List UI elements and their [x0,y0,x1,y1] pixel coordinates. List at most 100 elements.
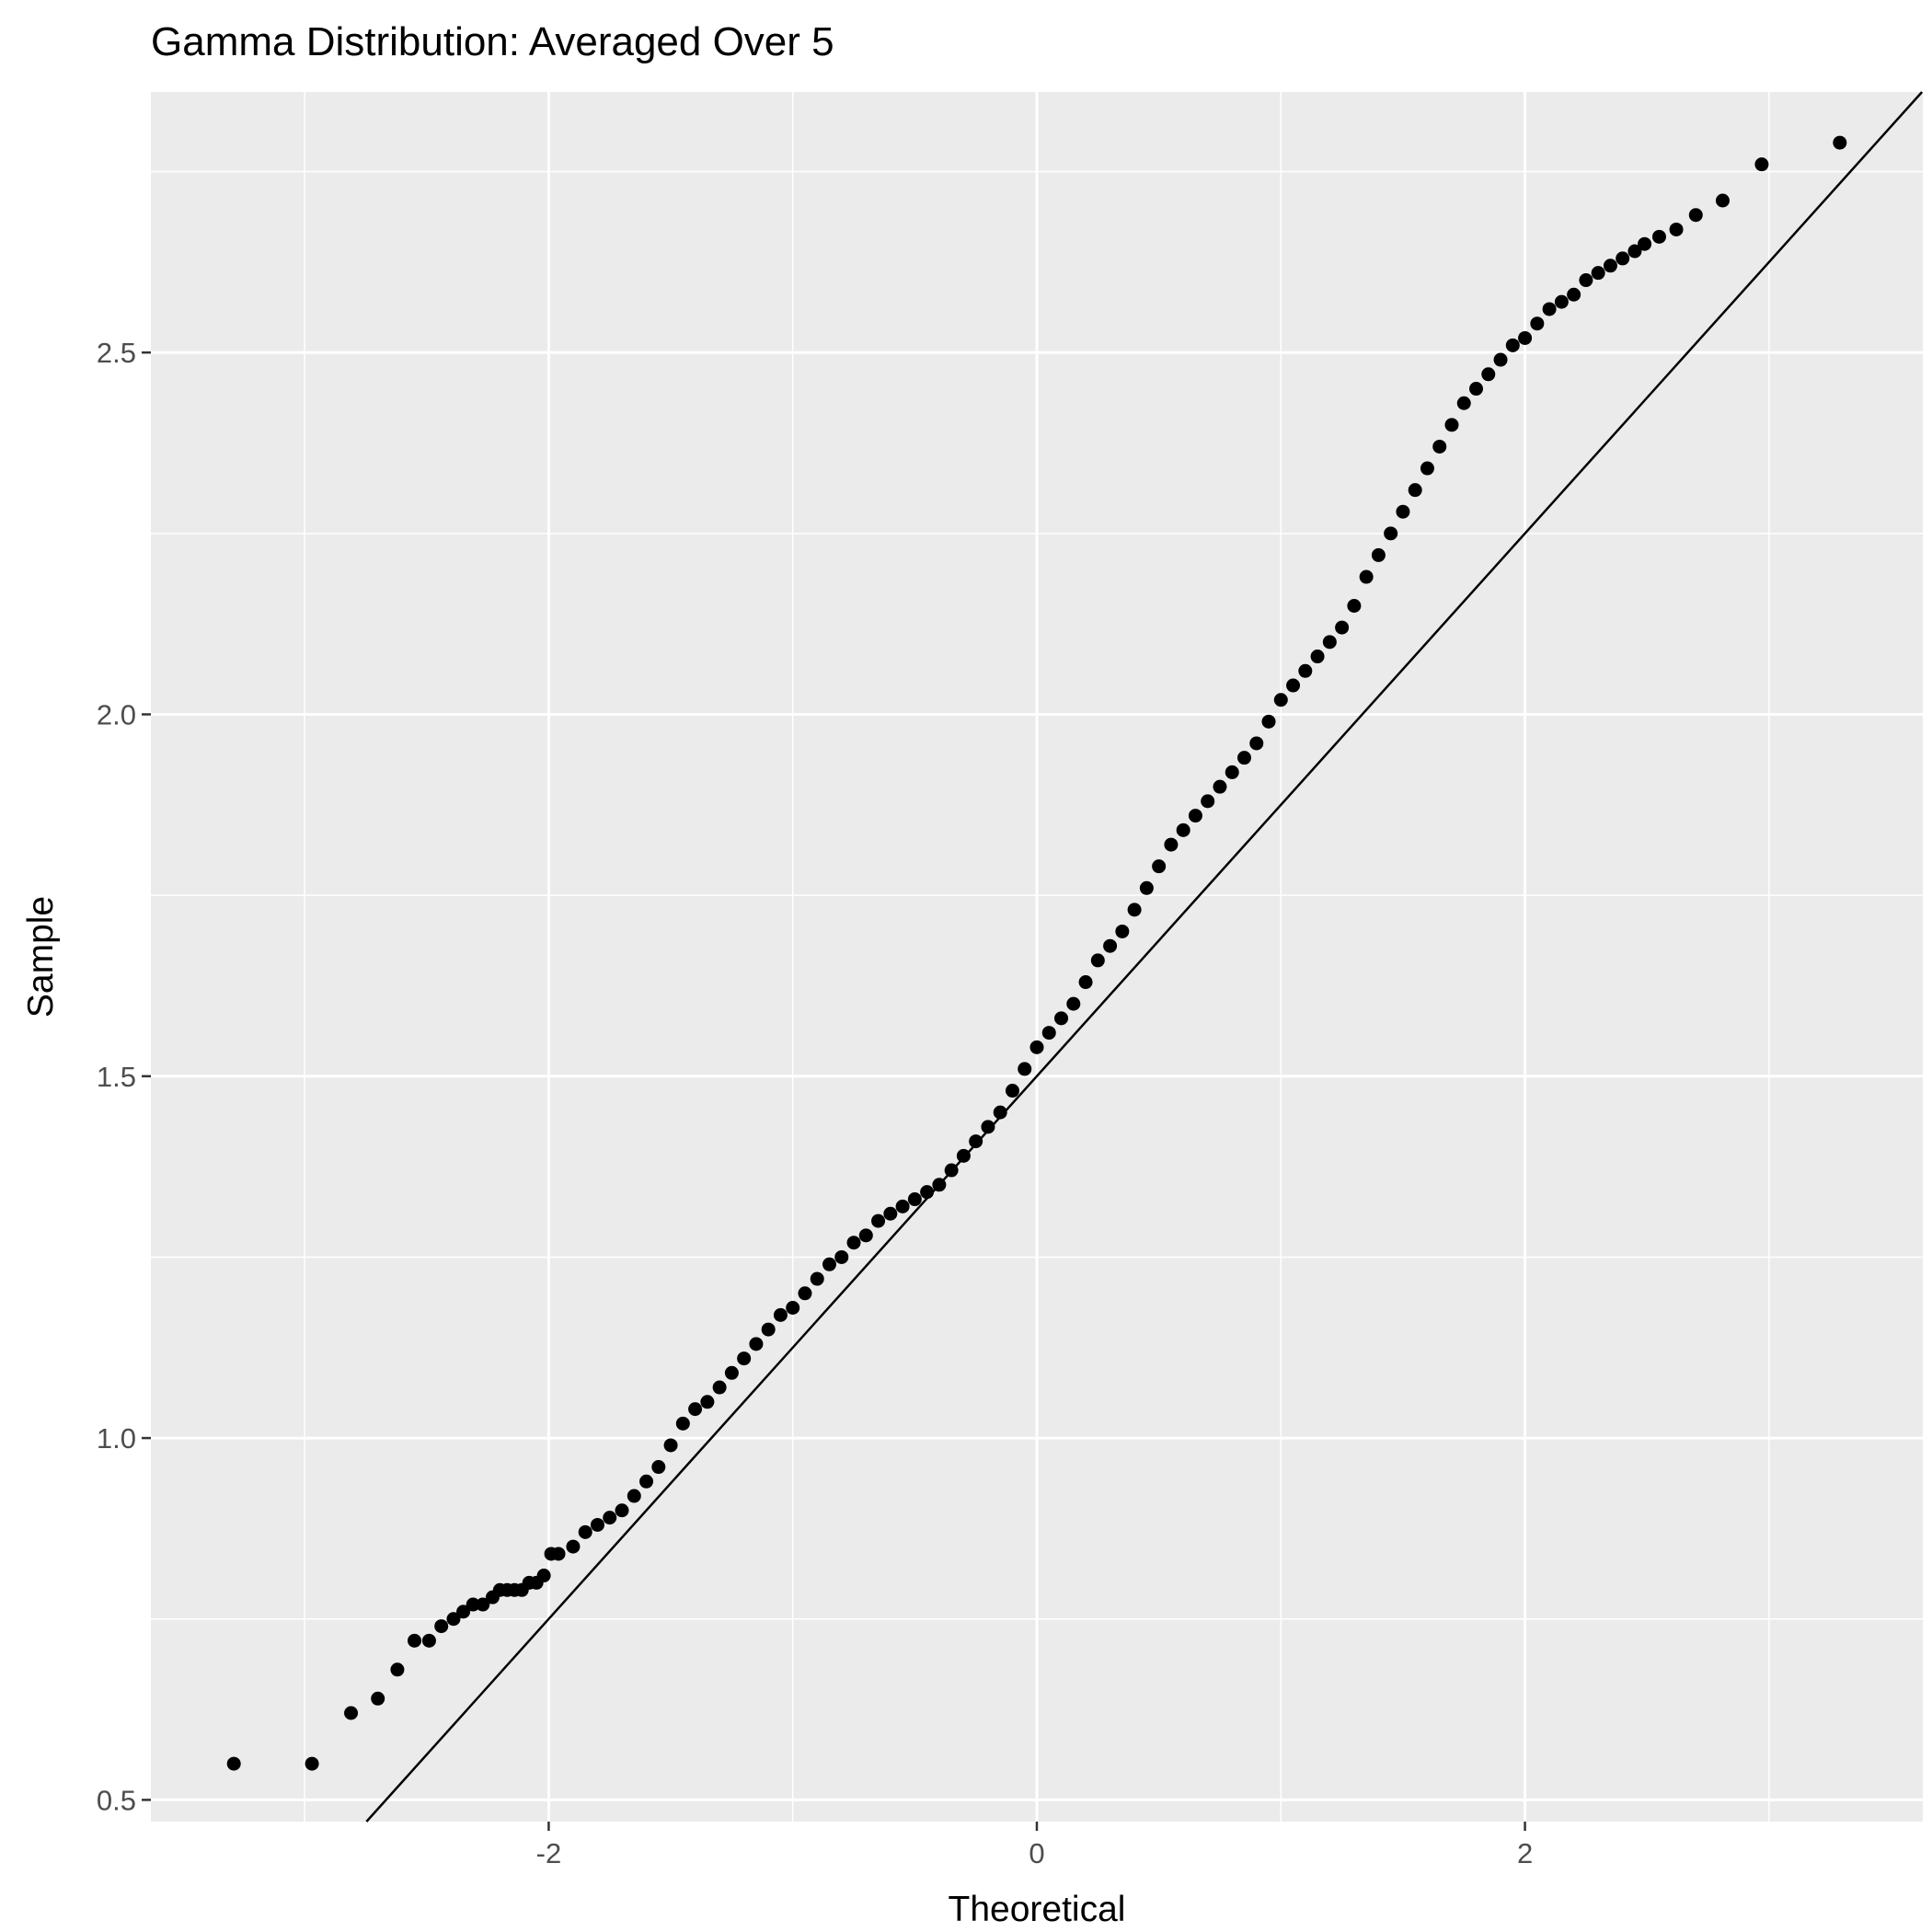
sample-point [1298,663,1313,678]
sample-point [1225,765,1239,779]
sample-point [822,1257,837,1271]
y-tick-label: 0.5 [97,1784,136,1816]
sample-point [1420,461,1434,476]
sample-point [226,1756,241,1771]
sample-point [1090,953,1105,968]
sample-point [1066,996,1081,1011]
x-axis-ticks: -2 0 2 [536,1822,1533,1869]
sample-point [1384,526,1398,541]
sample-point [712,1380,727,1395]
sample-point [371,1691,385,1706]
sample-point [675,1416,690,1431]
sample-point [773,1307,788,1322]
sample-point [590,1517,604,1532]
sample-point [603,1511,617,1525]
sample-point [749,1337,764,1351]
sample-point [761,1322,776,1337]
sample-point [1567,287,1581,302]
sample-point [466,1597,480,1612]
sample-point [390,1662,405,1677]
sample-point [907,1192,922,1207]
sample-point [566,1539,581,1554]
reference-line [365,91,1924,1823]
sample-point [1432,439,1447,454]
sample-point [1347,598,1362,613]
sample-point [1616,251,1630,266]
sample-point [1201,794,1215,809]
sample-point [1103,938,1118,953]
sample-point [895,1199,910,1213]
sample-point [1554,294,1569,309]
sample-point [1213,779,1227,794]
sample-point [615,1503,629,1518]
sample-point [1286,678,1301,693]
sample-point [1359,569,1374,584]
sample-point [434,1619,449,1634]
x-tick-label: 2 [1517,1837,1533,1869]
sample-point [700,1395,715,1409]
sample-point [651,1460,666,1475]
chart-title: Gamma Distribution: Averaged Over 5 [151,19,834,64]
y-tick-label: 2.5 [97,337,136,369]
x-tick-label: -2 [536,1837,562,1869]
y-tick-label: 1.0 [97,1422,136,1455]
sample-point [1669,222,1684,236]
sample-point [536,1569,551,1583]
sample-point [883,1206,898,1221]
sample-point [1469,382,1484,397]
sample-point [305,1756,319,1771]
y-axis-ticks: 0.5 1.0 1.5 2.0 2.5 [97,337,151,1816]
sample-point [1115,924,1130,938]
y-tick-label: 2.0 [97,698,136,730]
sample-point [1335,620,1350,635]
sample-point [408,1633,422,1648]
sample-point [1456,396,1471,410]
sample-point [1542,302,1557,316]
sample-point [688,1402,703,1417]
x-axis-title: Theoretical [949,1890,1126,1929]
sample-point [871,1213,886,1228]
sample-point [724,1365,739,1380]
sample-point [1127,903,1142,917]
sample-point [1505,338,1520,352]
reference-line-group [365,91,1924,1823]
y-tick-label: 1.5 [97,1061,136,1093]
sample-point [1310,650,1325,664]
sample-point [456,1604,471,1619]
sample-point [1493,352,1508,367]
x-tick-label: 0 [1029,1837,1044,1869]
sample-point [810,1271,824,1286]
sample-point [846,1236,861,1250]
sample-point [663,1438,678,1453]
sample-point [1638,236,1652,251]
sample-point [1518,330,1533,345]
sample-point [1396,504,1410,519]
sample-point [1188,809,1202,823]
sample-point [1579,273,1593,288]
y-axis-title: Sample [21,896,61,1018]
sample-point [1715,193,1730,208]
sample-point [1018,1062,1032,1076]
sample-point [1530,316,1545,331]
sample-point [421,1633,436,1648]
sample-point [1236,751,1251,765]
sample-point [1041,1026,1056,1041]
sample-point [1273,693,1288,707]
sample-point [1603,259,1617,273]
sample-point [1444,418,1459,432]
sample-point [969,1134,983,1149]
sample-point [1651,229,1666,244]
sample-point [627,1489,641,1503]
sample-point [1139,880,1154,895]
sample-point [981,1120,995,1134]
sample-point [1627,244,1642,259]
sample-point [551,1547,566,1561]
sample-point [1408,483,1422,498]
sample-point [446,1612,461,1627]
sample-point [993,1105,1007,1120]
sample-point [1322,635,1337,650]
sample-point [1029,1040,1044,1054]
sample-point [1249,736,1264,751]
sample-point [1833,135,1847,150]
sample-point [1164,837,1179,852]
